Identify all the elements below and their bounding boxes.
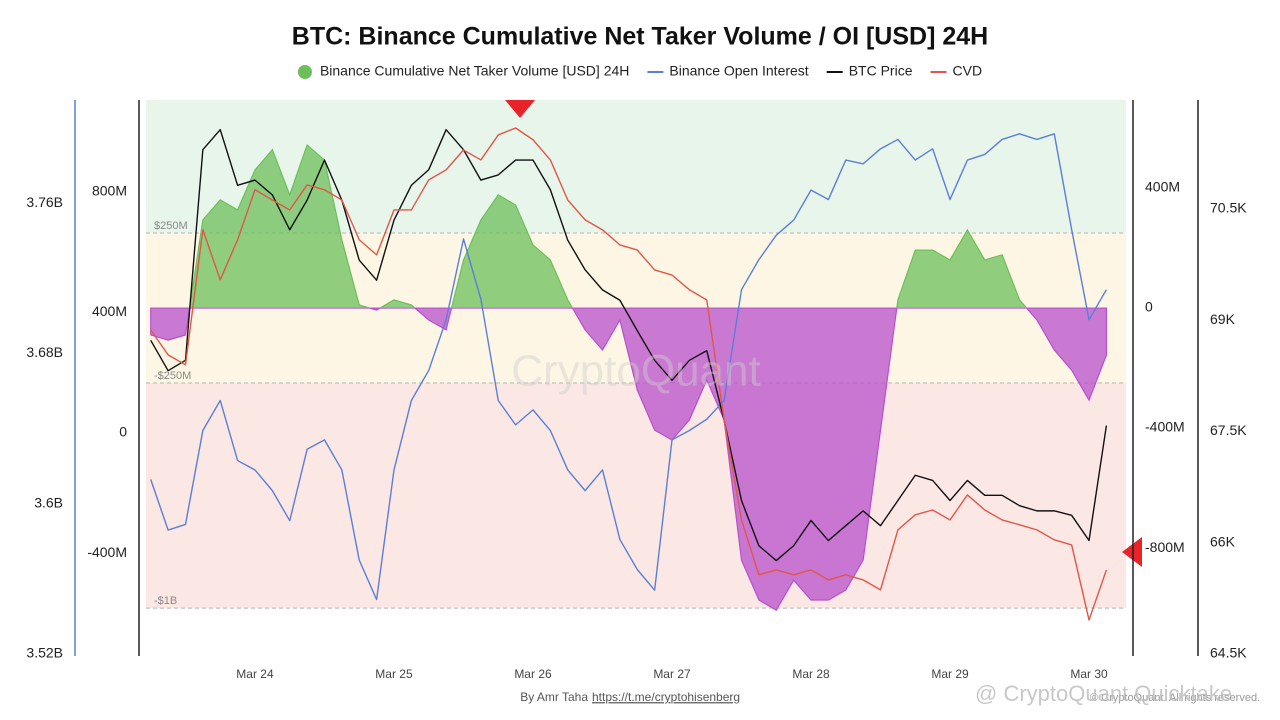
y-tick-label: -800M [1145, 539, 1185, 555]
x-tick-label: Mar 24 [236, 667, 274, 681]
legend-label: BTC Price [849, 63, 913, 79]
y-tick-label: 0 [1145, 299, 1153, 315]
chart-title: BTC: Binance Cumulative Net Taker Volume… [292, 23, 988, 51]
x-tick-label: Mar 30 [1070, 667, 1108, 681]
y-tick-label: 64.5K [1210, 645, 1247, 661]
y-tick-label: 69K [1210, 311, 1236, 327]
legend: Binance Cumulative Net Taker Volume [USD… [297, 63, 983, 79]
y-tick-label: 67.5K [1210, 422, 1247, 438]
x-tick-label: Mar 25 [375, 667, 413, 681]
footer-author: By Amr Taha [520, 690, 588, 704]
x-tick-label: Mar 26 [514, 667, 552, 681]
y-tick-label: 70.5K [1210, 200, 1247, 216]
y-tick-label: 3.6B [34, 494, 63, 510]
reference-label: -$250M [154, 370, 191, 382]
y-tick-label: 3.76B [26, 194, 63, 210]
line [150, 128, 1108, 562]
y-tick-label: 800M [92, 183, 127, 199]
area [150, 143, 1107, 612]
x-tick-label: Mar 28 [792, 667, 830, 681]
y-tick-label: 3.52B [26, 645, 63, 661]
marker-top [505, 100, 535, 118]
watermark: CryptoQuant [511, 347, 760, 396]
legend-label: Binance Cumulative Net Taker Volume [USD… [320, 63, 629, 79]
y-tick-label: 400M [1145, 179, 1180, 195]
footer-link[interactable]: https://t.me/cryptohisenberg [592, 690, 740, 704]
legend-label: CVD [953, 63, 983, 79]
y-tick-label: 0 [119, 424, 127, 440]
marker-right [1122, 537, 1142, 567]
y-tick-label: 66K [1210, 533, 1236, 549]
y-tick-label: 400M [92, 303, 127, 319]
line [150, 127, 1108, 621]
reference-label: $250M [154, 220, 188, 232]
y-tick-label: 3.68B [26, 344, 63, 360]
legend-marker [297, 65, 312, 79]
overlay-watermark: @ CryptoQuant Quicktake [975, 681, 1232, 706]
x-tick-label: Mar 27 [653, 667, 691, 681]
zone [146, 383, 1126, 609]
x-tick-label: Mar 29 [931, 667, 969, 681]
reference-label: -$1B [154, 595, 177, 607]
y-tick-label: -400M [1145, 419, 1185, 435]
legend-label: Binance Open Interest [669, 63, 808, 79]
plot-area [150, 127, 1108, 621]
copyright: © CryptoQuant. All rights reserved. [1090, 692, 1260, 704]
y-tick-label: -400M [87, 544, 127, 560]
line [150, 133, 1108, 601]
